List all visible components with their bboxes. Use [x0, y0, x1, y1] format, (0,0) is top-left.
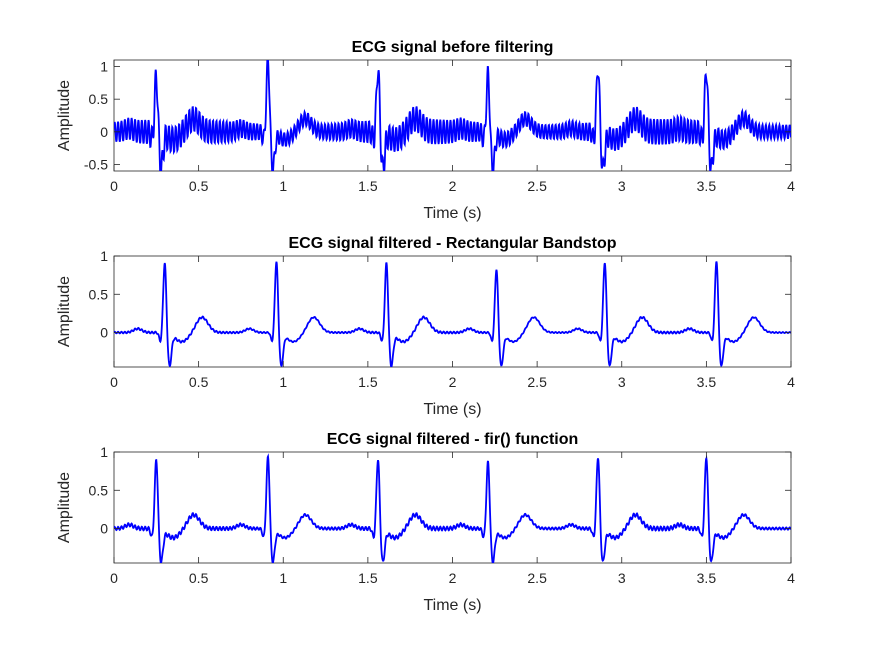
y-axis-label: Amplitude: [56, 472, 73, 543]
x-tick-label: 3.5: [697, 178, 717, 194]
x-tick-label: 4: [787, 570, 795, 586]
chart-title: ECG signal filtered - Rectangular Bandst…: [288, 235, 616, 252]
y-axis-label: Amplitude: [56, 276, 73, 347]
x-axis-label: Time (s): [423, 597, 481, 614]
x-tick-label: 3: [618, 570, 626, 586]
x-tick-label: 0.5: [189, 178, 209, 194]
x-tick-label: 1: [279, 374, 287, 390]
x-tick-label: 1.5: [358, 178, 378, 194]
y-tick-label: -0.5: [84, 156, 108, 172]
ecg-series-line: [114, 453, 791, 563]
x-axis-label: Time (s): [423, 205, 481, 222]
x-tick-label: 1.5: [358, 570, 378, 586]
ecg-series-line: [114, 60, 791, 171]
subplot-2: 0 0.5 1 1.5 2 2.5 3 3.5 4 0 0.5 1 ECG signal filtere…: [56, 235, 795, 418]
x-tick-label: 3: [618, 374, 626, 390]
y-tick-label: 0.5: [89, 91, 109, 107]
x-tick-label: 2.5: [527, 570, 547, 586]
subplot-3: 0 0.5 1 1.5 2 2.5 3 3.5 4 0 0.5 1 ECG signal filtere…: [56, 431, 795, 614]
x-tick-label: 2: [449, 178, 457, 194]
x-axis-label: Time (s): [423, 401, 481, 418]
y-tick-label: 1: [100, 59, 108, 75]
y-tick-label: 1: [100, 444, 108, 460]
axes-box: [113, 451, 792, 564]
y-tick-label: 1: [100, 248, 108, 264]
y-axis-label: Amplitude: [56, 80, 73, 151]
x-tick-label: 0.5: [189, 570, 209, 586]
axes-box: [113, 255, 792, 368]
x-tick-label: 0: [110, 178, 118, 194]
chart-title: ECG signal filtered - fir() function: [327, 431, 579, 448]
x-tick-label: 0: [110, 374, 118, 390]
x-tick-label: 4: [787, 374, 795, 390]
x-tick-label: 3: [618, 178, 626, 194]
y-tick-label: 0.5: [89, 482, 109, 498]
x-tick-label: 0.5: [189, 374, 209, 390]
x-tick-label: 1: [279, 570, 287, 586]
x-tick-label: 4: [787, 178, 795, 194]
x-tick-label: 0: [110, 570, 118, 586]
y-tick-label: 0: [100, 521, 108, 537]
chart-title: ECG signal before filtering: [352, 39, 554, 56]
y-tick-label: 0.5: [89, 286, 109, 302]
x-tick-label: 2: [449, 374, 457, 390]
ecg-series-line: [114, 261, 791, 367]
x-tick-label: 2.5: [527, 374, 547, 390]
x-tick-label: 3.5: [697, 570, 717, 586]
x-tick-label: 2: [449, 570, 457, 586]
x-tick-label: 2.5: [527, 178, 547, 194]
y-tick-label: 0: [100, 124, 108, 140]
y-tick-label: 0: [100, 325, 108, 341]
x-tick-label: 3.5: [697, 374, 717, 390]
x-tick-label: 1.5: [358, 374, 378, 390]
axes-box: [113, 59, 792, 172]
x-tick-label: 1: [279, 178, 287, 194]
